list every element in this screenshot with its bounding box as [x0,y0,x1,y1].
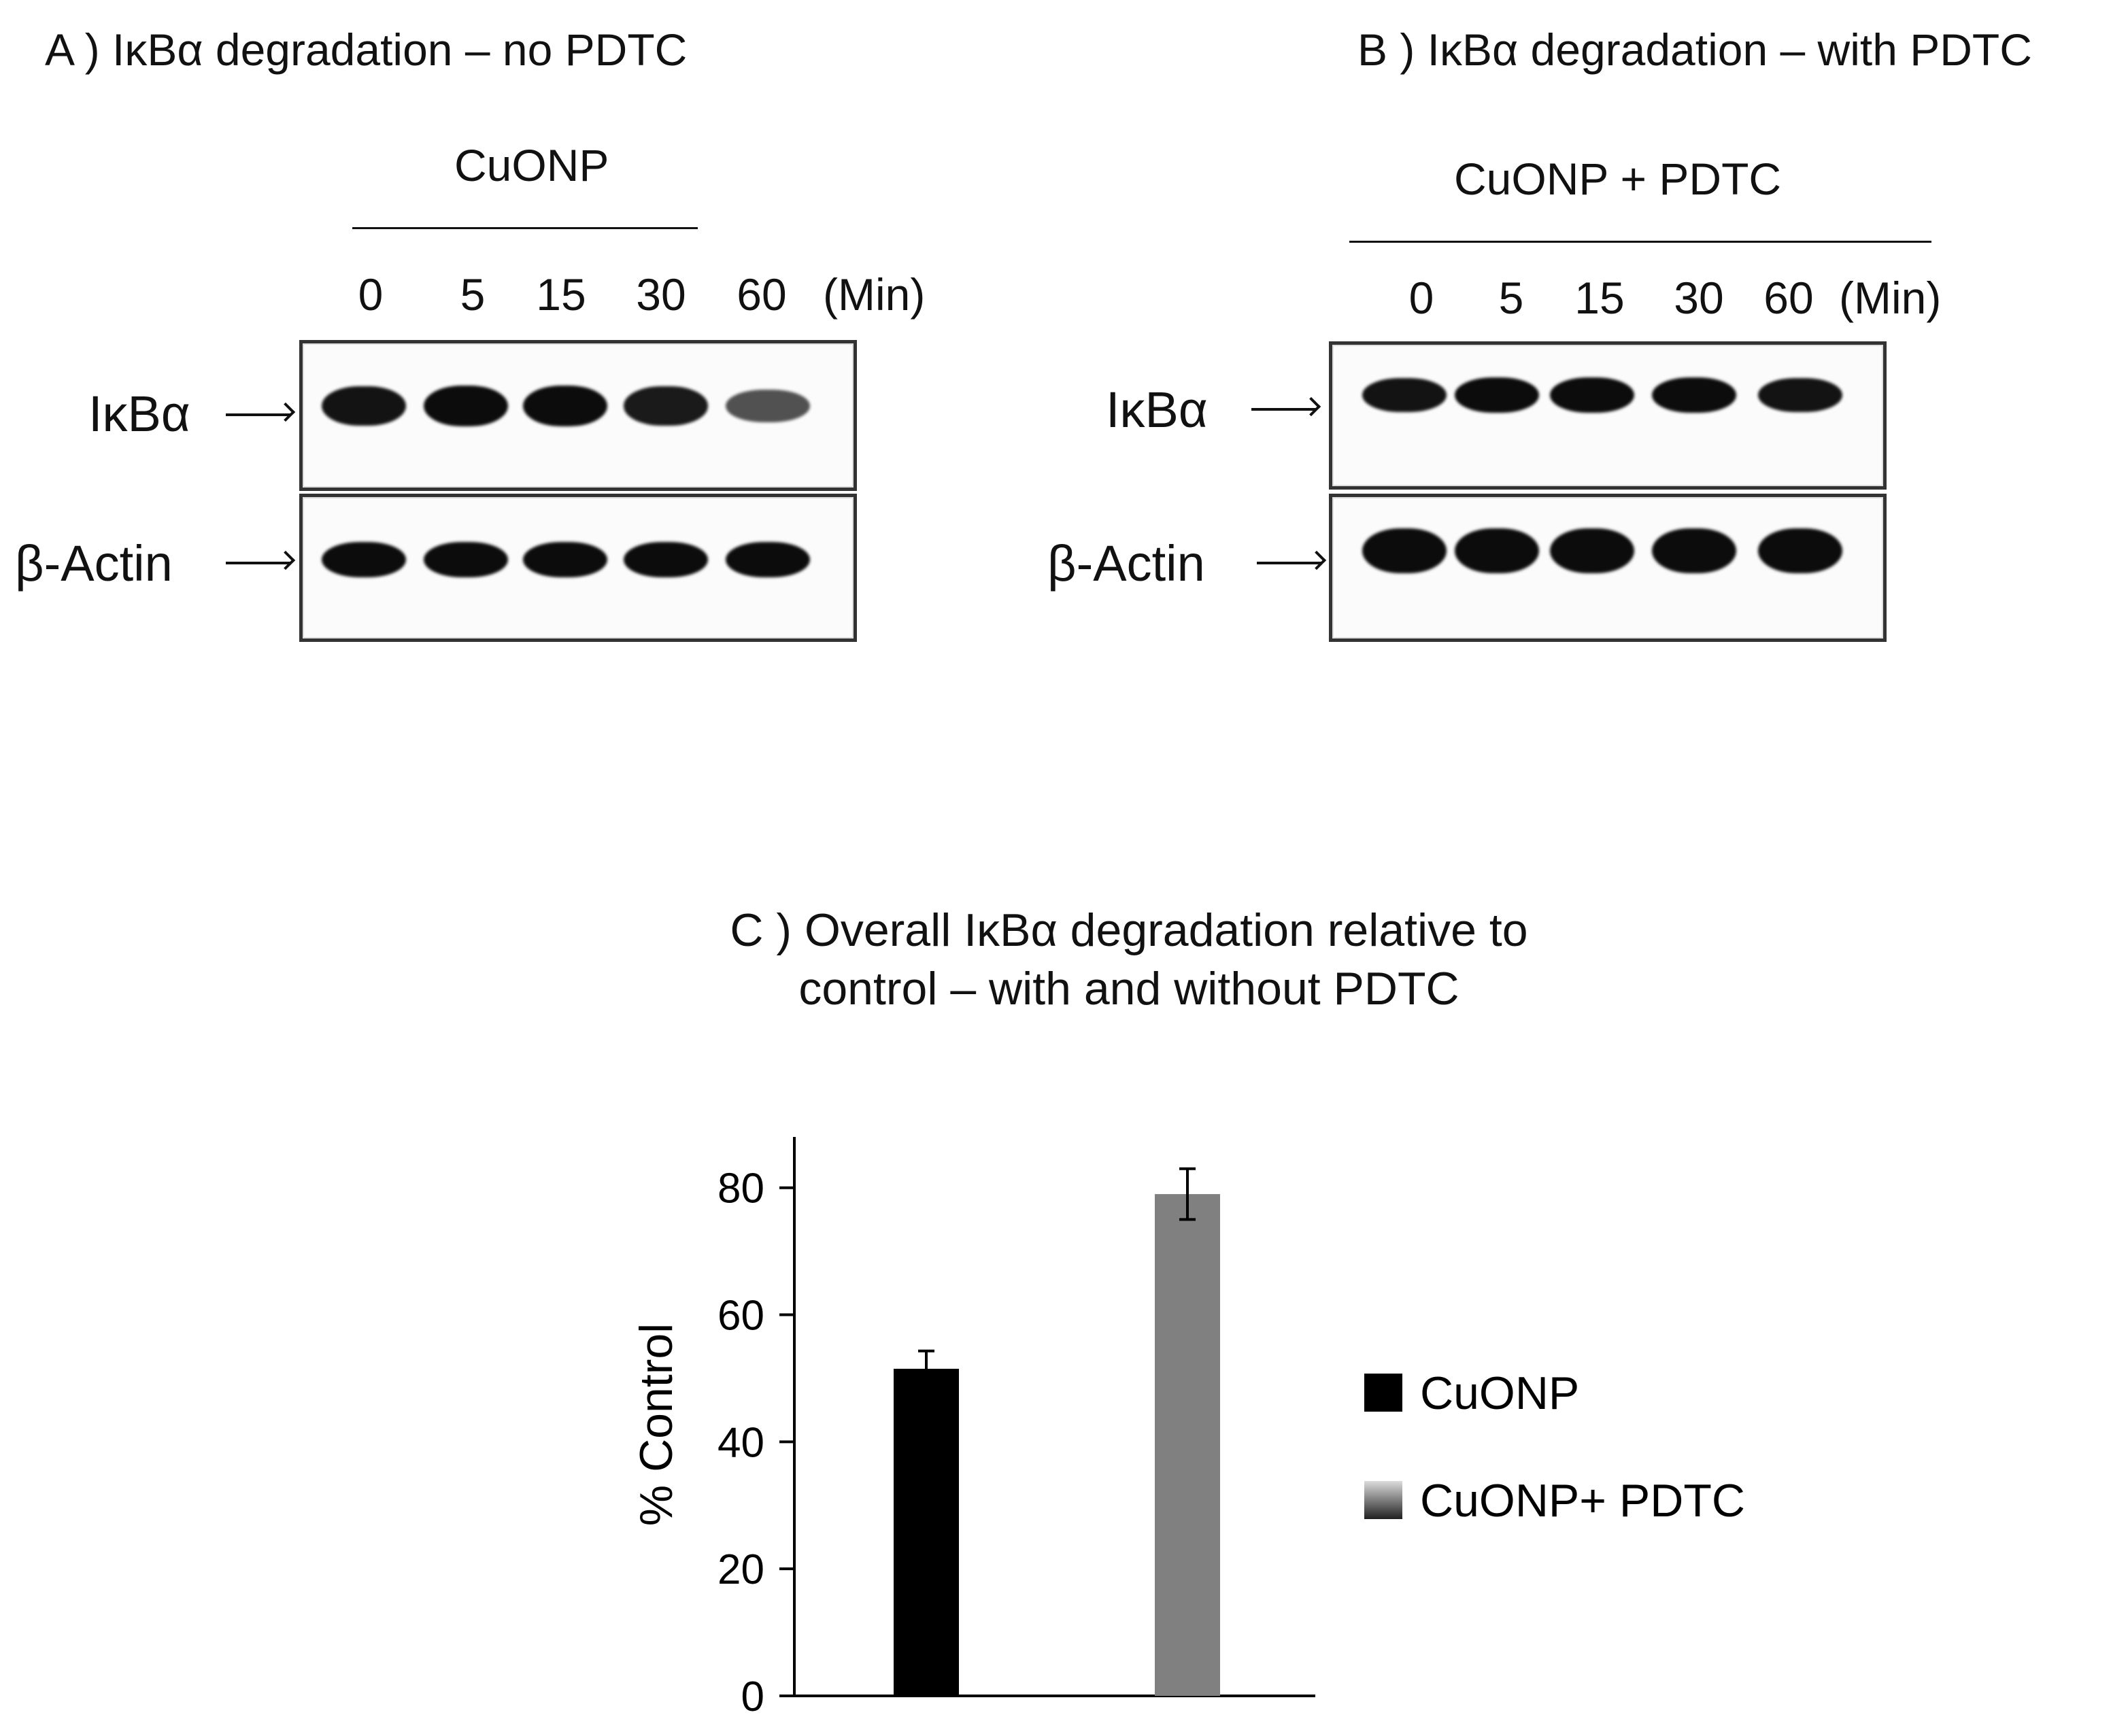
panel-a-ikba-band-4 [726,390,810,422]
panel-a-actin-blot [299,494,857,642]
panel-b-time-0: 0 [1408,273,1434,323]
y-axis-label: % Control [630,1323,682,1527]
y-tick-label-80: 80 [717,1165,764,1212]
bar-0 [894,1368,959,1696]
panel-b-time-15: 15 [1574,273,1625,323]
panel-b-actin-label: β-Actin [1047,535,1205,592]
panel-a-actin-band-2 [523,542,607,577]
legend-label-1: CuONP+ PDTC [1420,1475,1745,1527]
y-tick-label-0: 0 [741,1673,764,1720]
panel-b-ikba-band-2 [1550,377,1634,413]
legend-label-0: CuONP [1420,1367,1579,1419]
panel-b-actin-blot [1329,494,1887,642]
panel-a-treatment-label: CuONP [454,140,609,190]
panel-a-actin-label: β-Actin [15,535,173,592]
panel-b-actin-band-4 [1758,528,1842,573]
panel-a-actin-band-3 [624,542,708,577]
panel-a-time-5: 5 [460,269,486,320]
panel-a-actin-arrow [226,562,291,564]
panel-a-time-unit: (Min) [823,269,926,320]
panel-b-actin-arrow [1257,562,1322,564]
legend-swatch-0 [1364,1374,1402,1412]
panel-b-actin-band-0 [1362,528,1447,573]
panel-b-ikba-label: IκBα [1106,381,1208,438]
panel-a-actin-band-4 [726,542,810,577]
legend-swatch-1 [1364,1481,1402,1519]
panel-b-ikba-band-1 [1455,377,1539,413]
panel-b-treatment-bracket [1349,241,1931,243]
panel-a-time-30: 30 [636,269,686,320]
panel-c-title-line-1: C ) Overall IκBα degradation relative to [730,904,1528,956]
y-tick-label-40: 40 [717,1419,764,1466]
panel-a-treatment-bracket [352,227,698,229]
panel-a-actin-band-0 [322,542,406,577]
y-tick-label-20: 20 [717,1546,764,1593]
panel-b-ikba-blot [1329,341,1887,490]
panel-a-ikba-label: IκBα [88,386,190,442]
panel-a-time-15: 15 [536,269,586,320]
panel-a-title: A ) IκBα degradation – no PDTC [45,24,688,75]
panel-a-ikba-band-3 [624,386,708,426]
panel-a-time-0: 0 [358,269,384,320]
panel-b-title: B ) IκBα degradation – with PDTC [1357,24,2032,75]
y-tick-label-60: 60 [717,1293,764,1340]
panel-a-ikba-blot [299,340,857,491]
panel-b-ikba-band-3 [1652,377,1736,413]
panel-a-ikba-arrow [226,413,291,416]
panel-b-actin-band-1 [1455,528,1539,573]
panel-a-ikba-band-2 [523,386,607,426]
panel-b-time-60: 60 [1763,273,1814,323]
panel-c-title-line-2: control – with and without PDTC [798,963,1459,1015]
panel-b-ikba-band-4 [1758,377,1842,413]
panel-b-actin-band-3 [1652,528,1736,573]
panel-b-time-30: 30 [1674,273,1724,323]
panel-b-treatment-label: CuONP + PDTC [1454,154,1782,204]
panel-a-time-60: 60 [737,269,787,320]
panel-a-actin-band-1 [424,542,508,577]
panel-b-time-unit: (Min) [1839,273,1942,323]
panel-b-ikba-arrow [1251,408,1317,411]
panel-a-ikba-band-1 [424,386,508,426]
bar-1 [1155,1194,1220,1696]
panel-b-time-5: 5 [1498,273,1524,323]
panel-b-actin-band-2 [1550,528,1634,573]
panel-b-ikba-band-0 [1362,377,1447,413]
panel-a-ikba-band-0 [322,386,406,426]
